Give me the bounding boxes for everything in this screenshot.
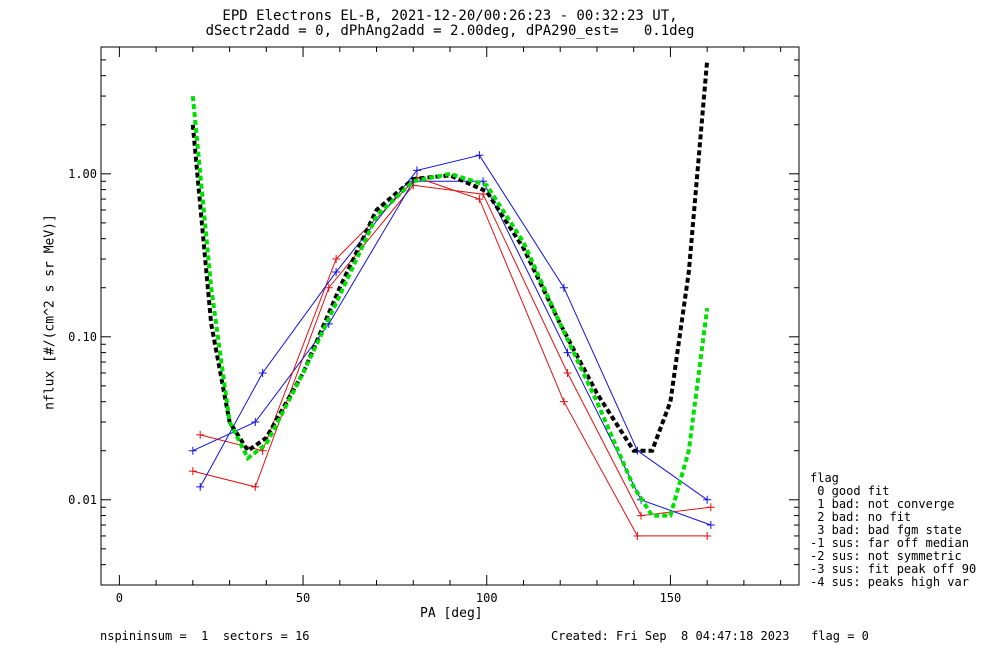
legend-item: 2 bad: no fit [810,510,912,524]
data-point [633,531,642,540]
x-tick-label: 0 [116,591,123,605]
legend-item: 3 bad: bad fgm state [810,523,962,537]
data-point [188,467,197,476]
legend-item: -4 sus: peaks high var [810,575,969,589]
fit-curve-green [190,95,710,518]
data-point [475,151,484,160]
chart-title: EPD Electrons EL-B, 2021-12-20/00:26:23 … [222,8,678,24]
data-point [637,511,646,520]
data-point [706,503,715,512]
series-layer [188,59,715,540]
data-point [324,283,333,292]
data-point [559,397,568,406]
x-axis-label: PA [deg] [420,606,483,621]
series-line [200,176,708,537]
y-tick-label: 0.01 [68,493,97,507]
data-point [703,495,712,504]
data-point [332,255,341,264]
data-point [563,348,572,357]
data-point [563,368,572,377]
axes-layer: 0 50 100 150 0.01 0.10 1.00 [68,46,800,605]
legend-item: 0 good fit [810,484,890,498]
footer-right: Created: Fri Sep 8 04:47:18 2023 flag = … [551,629,869,643]
data-point [703,531,712,540]
data-point [196,482,205,491]
data-point [475,195,484,204]
data-point [251,482,260,491]
series-line [192,180,711,526]
data-point [258,368,267,377]
legend-item: -2 sus: not symmetric [810,549,962,563]
legend-item: -3 sus: fit peak off 90 [810,562,977,576]
chart-subtitle: dSectr2add = 0, dPhAng2add = 2.00deg, dP… [205,23,695,39]
series-line [199,154,708,501]
y-axis-label: nflux [#/(cm^2 s sr MeV)] [42,214,58,410]
data-point [251,418,260,427]
y-tick-label: 0.10 [68,330,97,344]
legend-item: 1 bad: not converge [810,497,955,511]
x-tick-label: 100 [476,591,498,605]
data-point [332,267,341,276]
series-line [192,184,711,517]
data-point [412,166,421,175]
legend-title: flag [810,471,839,485]
footer-left: nspininsum = 1 sectors = 16 [100,629,310,643]
data-point [196,430,205,439]
data-point [706,521,715,530]
legend-item: -1 sus: far off median [810,536,969,550]
x-tick-label: 50 [296,591,310,605]
plot-frame [100,46,800,586]
data-point [559,283,568,292]
x-tick-label: 150 [660,591,682,605]
data-point [188,446,197,455]
y-tick-label: 1.00 [68,167,97,181]
fit-curve-black [190,59,710,454]
